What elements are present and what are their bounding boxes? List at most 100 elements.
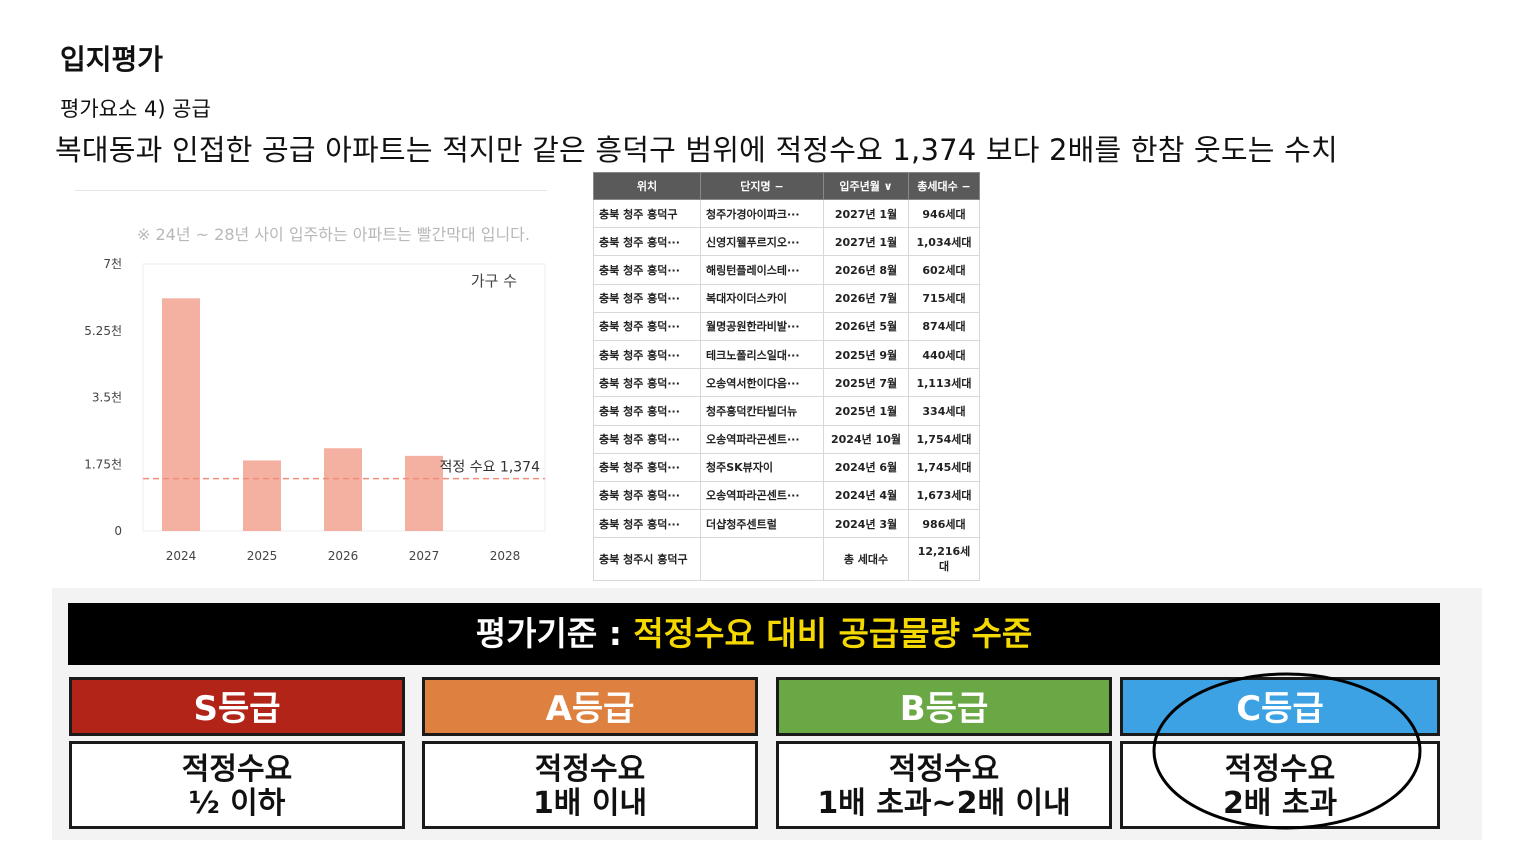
- cell-location: 충북 청주 흥덕···: [593, 339, 701, 370]
- grade-line-2: 2배 초과: [1222, 786, 1338, 821]
- cell-households: 946세대: [908, 198, 980, 229]
- y-tick-label: 1.75천: [84, 456, 122, 471]
- cell-move-in: 2027년 1월: [823, 227, 909, 257]
- table-row: 충북 청주 흥덕··· 오송역파라곤센트··· 2024년 4월 1,673세대: [593, 480, 980, 511]
- grade-title: A등급: [422, 677, 758, 736]
- cell-complex: 청주흥덕칸타빌더뉴: [700, 396, 824, 426]
- cell-location: 충북 청주 흥덕···: [593, 283, 701, 313]
- table-row: 충북 청주 흥덕··· 월명공원한라비발··· 2026년 5월 874세대: [593, 311, 980, 341]
- cell-move-in: 2026년 8월: [823, 255, 909, 285]
- grade-card-b: B등급 적정수요 1배 초과~2배 이내: [776, 677, 1112, 829]
- table-row: 충북 청주 흥덕··· 오송역파라곤센트··· 2024년 10월 1,754세대: [593, 424, 980, 454]
- cell-complex: 더샵청주센트럴: [700, 509, 824, 539]
- table-row: 충북 청주 흥덕··· 청주SK뷰자이 2024년 6월 1,745세대: [593, 452, 980, 482]
- table-row: 충북 청주 흥덕구 청주가경아이파크··· 2027년 1월 946세대: [593, 198, 980, 229]
- cell-complex: 오송역파라곤센트···: [700, 424, 824, 454]
- criteria-highlight: 적정수요 대비 공급물량 수준: [633, 614, 1033, 653]
- grade-line-2: 1배 초과~2배 이내: [817, 786, 1071, 821]
- bar-2027: [405, 455, 443, 531]
- cell-location: 충북 청주 흥덕···: [593, 227, 701, 257]
- cell-households: 986세대: [908, 509, 980, 539]
- bar-2025: [243, 460, 281, 531]
- grade-card-a: A등급 적정수요 1배 이내: [422, 677, 758, 829]
- grade-title: B등급: [776, 677, 1112, 736]
- cell-location: 충북 청주 흥덕···: [593, 396, 701, 426]
- total-cell-households: 12,216세대: [908, 537, 980, 582]
- cell-location: 충북 청주 흥덕···: [593, 509, 701, 539]
- cell-location: 충북 청주 흥덕구: [593, 198, 701, 229]
- cell-location: 충북 청주 흥덕···: [593, 311, 701, 341]
- grade-card-s: S등급 적정수요 ½ 이하: [69, 677, 405, 829]
- chart-plot: 0 1.75천 3.5천 5.25천 7천 2024 2025 2026 2027 2028 적정 …: [84, 256, 546, 563]
- table-row: 충북 청주 흥덕··· 테크노폴리스일대··· 2025년 9월 440세대: [593, 339, 980, 370]
- cell-households: 1,113세대: [908, 368, 980, 398]
- reference-line-label: 적정 수요 1,374: [440, 460, 541, 476]
- cell-complex: 복대자이더스카이: [700, 283, 824, 313]
- cell-households: 1,034세대: [908, 227, 980, 257]
- chart-legend: 가구 수: [471, 272, 517, 290]
- column-header-move-in[interactable]: 입주년월 ∨: [823, 172, 909, 200]
- cell-complex: 해링턴플레이스테···: [700, 255, 824, 285]
- table-row: 충북 청주 흥덕··· 신영지웰푸르지오··· 2027년 1월 1,034세대: [593, 227, 980, 257]
- cell-complex: 월명공원한라비발···: [700, 311, 824, 341]
- table-header-row: 위치 단지명 − 입주년월 ∨ 총세대수 −: [593, 172, 980, 200]
- y-tick-label: 5.25천: [84, 323, 122, 338]
- cell-complex: 청주가경아이파크···: [700, 198, 824, 229]
- cell-move-in: 2026년 7월: [823, 283, 909, 313]
- cell-move-in: 2025년 9월: [823, 339, 909, 370]
- cell-complex: 청주SK뷰자이: [700, 452, 824, 482]
- cell-complex: 테크노폴리스일대···: [700, 339, 824, 370]
- x-tick-label: 2026: [328, 549, 359, 563]
- grade-description: 적정수요 1배 초과~2배 이내: [776, 741, 1112, 829]
- page-title: 입지평가: [60, 43, 164, 76]
- table-row: 충북 청주 흥덕··· 청주흥덕칸타빌더뉴 2025년 1월 334세대: [593, 396, 980, 426]
- grade-line-1: 적정수요: [181, 752, 293, 787]
- grade-line-1: 적정수요: [534, 752, 646, 787]
- cell-move-in: 2024년 3월: [823, 509, 909, 539]
- cell-complex: 신영지웰푸르지오···: [700, 227, 824, 257]
- column-header-location[interactable]: 위치: [593, 172, 701, 200]
- x-tick-label: 2024: [166, 549, 197, 563]
- criteria-banner: 평가기준 : 적정수요 대비 공급물량 수준: [68, 603, 1440, 665]
- x-tick-label: 2025: [247, 549, 278, 563]
- cell-households: 715세대: [908, 283, 980, 313]
- chart-divider: [75, 190, 547, 191]
- cell-location: 충북 청주 흥덕···: [593, 452, 701, 482]
- table-row: 충북 청주 흥덕··· 더샵청주센트럴 2024년 3월 986세대: [593, 509, 980, 539]
- cell-move-in: 2024년 10월: [823, 424, 909, 454]
- cell-move-in: 2025년 7월: [823, 368, 909, 398]
- table-row: 충북 청주 흥덕··· 복대자이더스카이 2026년 7월 715세대: [593, 283, 980, 313]
- cell-complex: 오송역파라곤센트···: [700, 480, 824, 511]
- x-tick-label: 2027: [409, 549, 440, 563]
- y-tick-label: 7천: [103, 256, 122, 271]
- supply-bar-chart: ※ 24년 ~ 28년 사이 입주하는 아파트는 빨간막대 입니다. 0 1.75…: [75, 188, 555, 588]
- criteria-label: 평가기준 :: [475, 614, 634, 653]
- cell-location: 충북 청주 흥덕···: [593, 255, 701, 285]
- grade-description: 적정수요 ½ 이하: [69, 741, 405, 829]
- cell-households: 602세대: [908, 255, 980, 285]
- total-cell-move-in: 총 세대수: [823, 537, 909, 582]
- cell-households: 334세대: [908, 396, 980, 426]
- cell-households: 1,673세대: [908, 480, 980, 511]
- column-header-complex[interactable]: 단지명 −: [700, 172, 824, 200]
- table-total-row: 충북 청주시 흥덕구 총 세대수 12,216세대: [593, 537, 980, 582]
- chart-note: ※ 24년 ~ 28년 사이 입주하는 아파트는 빨간막대 입니다.: [137, 225, 530, 244]
- grade-title: C등급: [1120, 677, 1440, 736]
- cell-move-in: 2024년 4월: [823, 480, 909, 511]
- grade-description: 적정수요 2배 초과: [1120, 741, 1440, 829]
- table-row: 충북 청주 흥덕··· 오송역서한이다음··· 2025년 7월 1,113세대: [593, 368, 980, 398]
- cell-location: 충북 청주 흥덕···: [593, 368, 701, 398]
- x-tick-label: 2028: [490, 549, 521, 563]
- cell-households: 440세대: [908, 339, 980, 370]
- cell-households: 1,754세대: [908, 424, 980, 454]
- grade-description: 적정수요 1배 이내: [422, 741, 758, 829]
- grade-card-c: C등급 적정수요 2배 초과: [1120, 677, 1440, 829]
- bar-2024: [162, 298, 200, 531]
- grade-line-1: 적정수요: [888, 752, 1000, 787]
- grade-line-1: 적정수요: [1224, 752, 1336, 787]
- grade-line-2: 1배 이내: [532, 786, 648, 821]
- section-subtitle: 평가요소 4) 공급: [60, 97, 211, 121]
- bar-2026: [324, 448, 362, 531]
- cell-households: 1,745세대: [908, 452, 980, 482]
- column-header-households[interactable]: 총세대수 −: [908, 172, 980, 200]
